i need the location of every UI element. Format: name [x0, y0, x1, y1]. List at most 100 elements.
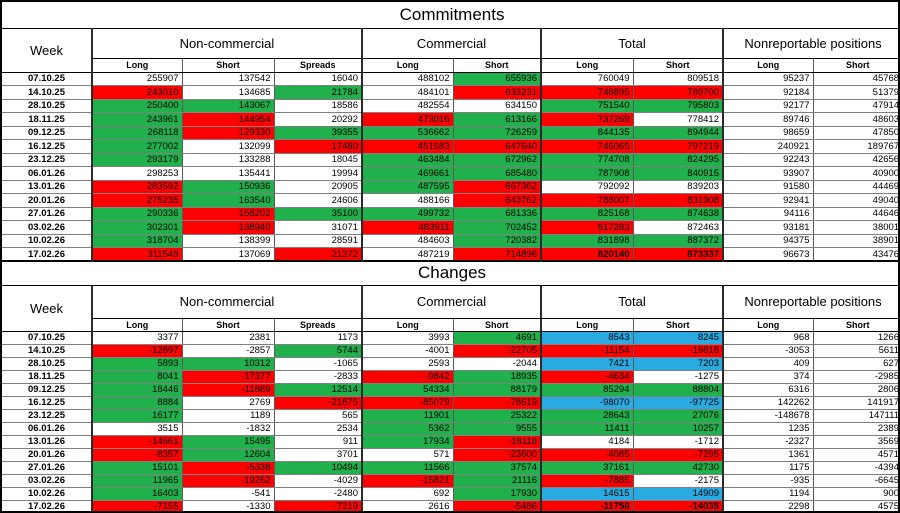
value-cell[interactable]: -4394 — [813, 461, 898, 475]
value-cell[interactable]: 824295 — [633, 153, 724, 167]
value-cell[interactable]: 10494 — [274, 461, 363, 475]
value-cell[interactable]: 746065 — [540, 139, 634, 154]
week-cell[interactable]: 23.12.25 — [2, 409, 93, 423]
value-cell[interactable]: 6316 — [722, 383, 814, 397]
value-cell[interactable]: -3053 — [722, 344, 814, 358]
value-cell[interactable]: 792092 — [540, 180, 634, 194]
value-cell[interactable]: 25322 — [453, 409, 542, 423]
value-cell[interactable]: 144954 — [182, 112, 275, 127]
week-cell[interactable]: 27.01.26 — [2, 207, 93, 221]
value-cell[interactable]: -85079 — [361, 396, 454, 410]
value-cell[interactable]: -5486 — [453, 500, 542, 511]
value-cell[interactable]: 14615 — [540, 487, 634, 501]
value-cell[interactable]: 134685 — [182, 85, 275, 100]
value-cell[interactable]: -1330 — [182, 500, 275, 511]
week-cell[interactable]: 20.01.26 — [2, 448, 93, 462]
value-cell[interactable]: 147111 — [813, 409, 898, 423]
value-cell[interactable]: -21875 — [274, 396, 363, 410]
value-cell[interactable]: 911 — [274, 435, 363, 449]
week-cell[interactable]: 09.12.25 — [2, 126, 93, 140]
value-cell[interactable]: 94116 — [722, 207, 814, 221]
value-cell[interactable]: 142262 — [722, 396, 814, 410]
value-cell[interactable]: 298253 — [91, 166, 183, 181]
value-cell[interactable]: 92184 — [722, 85, 814, 100]
value-cell[interactable]: 726259 — [453, 126, 542, 140]
value-cell[interactable]: 1189 — [182, 409, 275, 423]
value-cell[interactable]: 3569 — [813, 435, 898, 449]
value-cell[interactable]: 4575 — [813, 500, 898, 511]
value-cell[interactable]: -98070 — [540, 396, 634, 410]
value-cell[interactable]: 789700 — [633, 85, 724, 100]
week-cell[interactable]: 06.01.26 — [2, 422, 93, 436]
value-cell[interactable]: 483911 — [361, 220, 454, 235]
value-cell[interactable]: -2857 — [182, 344, 275, 358]
value-cell[interactable]: -7155 — [91, 500, 183, 511]
value-cell[interactable]: 240921 — [722, 139, 814, 154]
value-cell[interactable]: -23600 — [453, 448, 542, 462]
value-cell[interactable]: 3377 — [91, 331, 183, 345]
value-cell[interactable]: 40900 — [813, 166, 898, 181]
value-cell[interactable]: -14661 — [91, 435, 183, 449]
value-cell[interactable]: 681336 — [453, 207, 542, 221]
value-cell[interactable]: 11901 — [361, 409, 454, 423]
week-cell[interactable]: 16.12.25 — [2, 139, 93, 154]
value-cell[interactable]: -4085 — [540, 448, 634, 462]
value-cell[interactable]: -5338 — [182, 461, 275, 475]
value-cell[interactable]: 141917 — [813, 396, 898, 410]
value-cell[interactable]: 8543 — [540, 331, 634, 345]
value-cell[interactable]: 302301 — [91, 220, 183, 235]
value-cell[interactable]: 463484 — [361, 153, 454, 167]
value-cell[interactable]: 499732 — [361, 207, 454, 221]
week-cell[interactable]: 17.02.26 — [2, 500, 93, 511]
value-cell[interactable]: 8245 — [633, 331, 724, 345]
value-cell[interactable]: 18935 — [453, 370, 542, 384]
week-cell[interactable]: 03.02.26 — [2, 474, 93, 488]
value-cell[interactable]: -78619 — [453, 396, 542, 410]
value-cell[interactable]: 844135 — [540, 126, 634, 140]
value-cell[interactable]: 49040 — [813, 193, 898, 208]
value-cell[interactable]: 4184 — [540, 435, 634, 449]
value-cell[interactable]: 47914 — [813, 99, 898, 113]
week-cell[interactable]: 17.02.26 — [2, 247, 93, 262]
value-cell[interactable]: 31071 — [274, 220, 363, 235]
value-cell[interactable]: -4029 — [274, 474, 363, 488]
value-cell[interactable]: 8041 — [91, 370, 183, 384]
value-cell[interactable]: 150936 — [182, 180, 275, 194]
value-cell[interactable]: 787908 — [540, 166, 634, 181]
value-cell[interactable]: 24606 — [274, 193, 363, 208]
value-cell[interactable]: 15101 — [91, 461, 183, 475]
value-cell[interactable]: 16177 — [91, 409, 183, 423]
value-cell[interactable]: -11154 — [540, 344, 634, 358]
value-cell[interactable]: -19262 — [182, 474, 275, 488]
value-cell[interactable]: 817283 — [540, 220, 634, 235]
value-cell[interactable]: 311549 — [91, 247, 183, 262]
value-cell[interactable]: 133288 — [182, 153, 275, 167]
value-cell[interactable]: 5611 — [813, 344, 898, 358]
value-cell[interactable]: 163540 — [182, 193, 275, 208]
value-cell[interactable]: 91580 — [722, 180, 814, 194]
value-cell[interactable]: 17930 — [453, 487, 542, 501]
value-cell[interactable]: -2480 — [274, 487, 363, 501]
value-cell[interactable]: 9555 — [453, 422, 542, 436]
value-cell[interactable]: 565 — [274, 409, 363, 423]
value-cell[interactable]: 647640 — [453, 139, 542, 154]
value-cell[interactable]: 487595 — [361, 180, 454, 194]
value-cell[interactable]: 275235 — [91, 193, 183, 208]
value-cell[interactable]: -7295 — [633, 448, 724, 462]
value-cell[interactable]: 19994 — [274, 166, 363, 181]
value-cell[interactable]: 1266 — [813, 331, 898, 345]
value-cell[interactable]: -1832 — [182, 422, 275, 436]
value-cell[interactable]: -2327 — [722, 435, 814, 449]
value-cell[interactable]: -7219 — [274, 500, 363, 511]
value-cell[interactable]: 138940 — [182, 220, 275, 235]
value-cell[interactable]: 488166 — [361, 193, 454, 208]
value-cell[interactable]: 788007 — [540, 193, 634, 208]
value-cell[interactable]: 737269 — [540, 112, 634, 127]
value-cell[interactable]: 158202 — [182, 207, 275, 221]
value-cell[interactable]: 751540 — [540, 99, 634, 113]
value-cell[interactable]: 27076 — [633, 409, 724, 423]
week-cell[interactable]: 18.11.25 — [2, 112, 93, 127]
value-cell[interactable]: -11889 — [182, 383, 275, 397]
value-cell[interactable]: 2381 — [182, 331, 275, 345]
week-cell[interactable]: 06.01.26 — [2, 166, 93, 181]
